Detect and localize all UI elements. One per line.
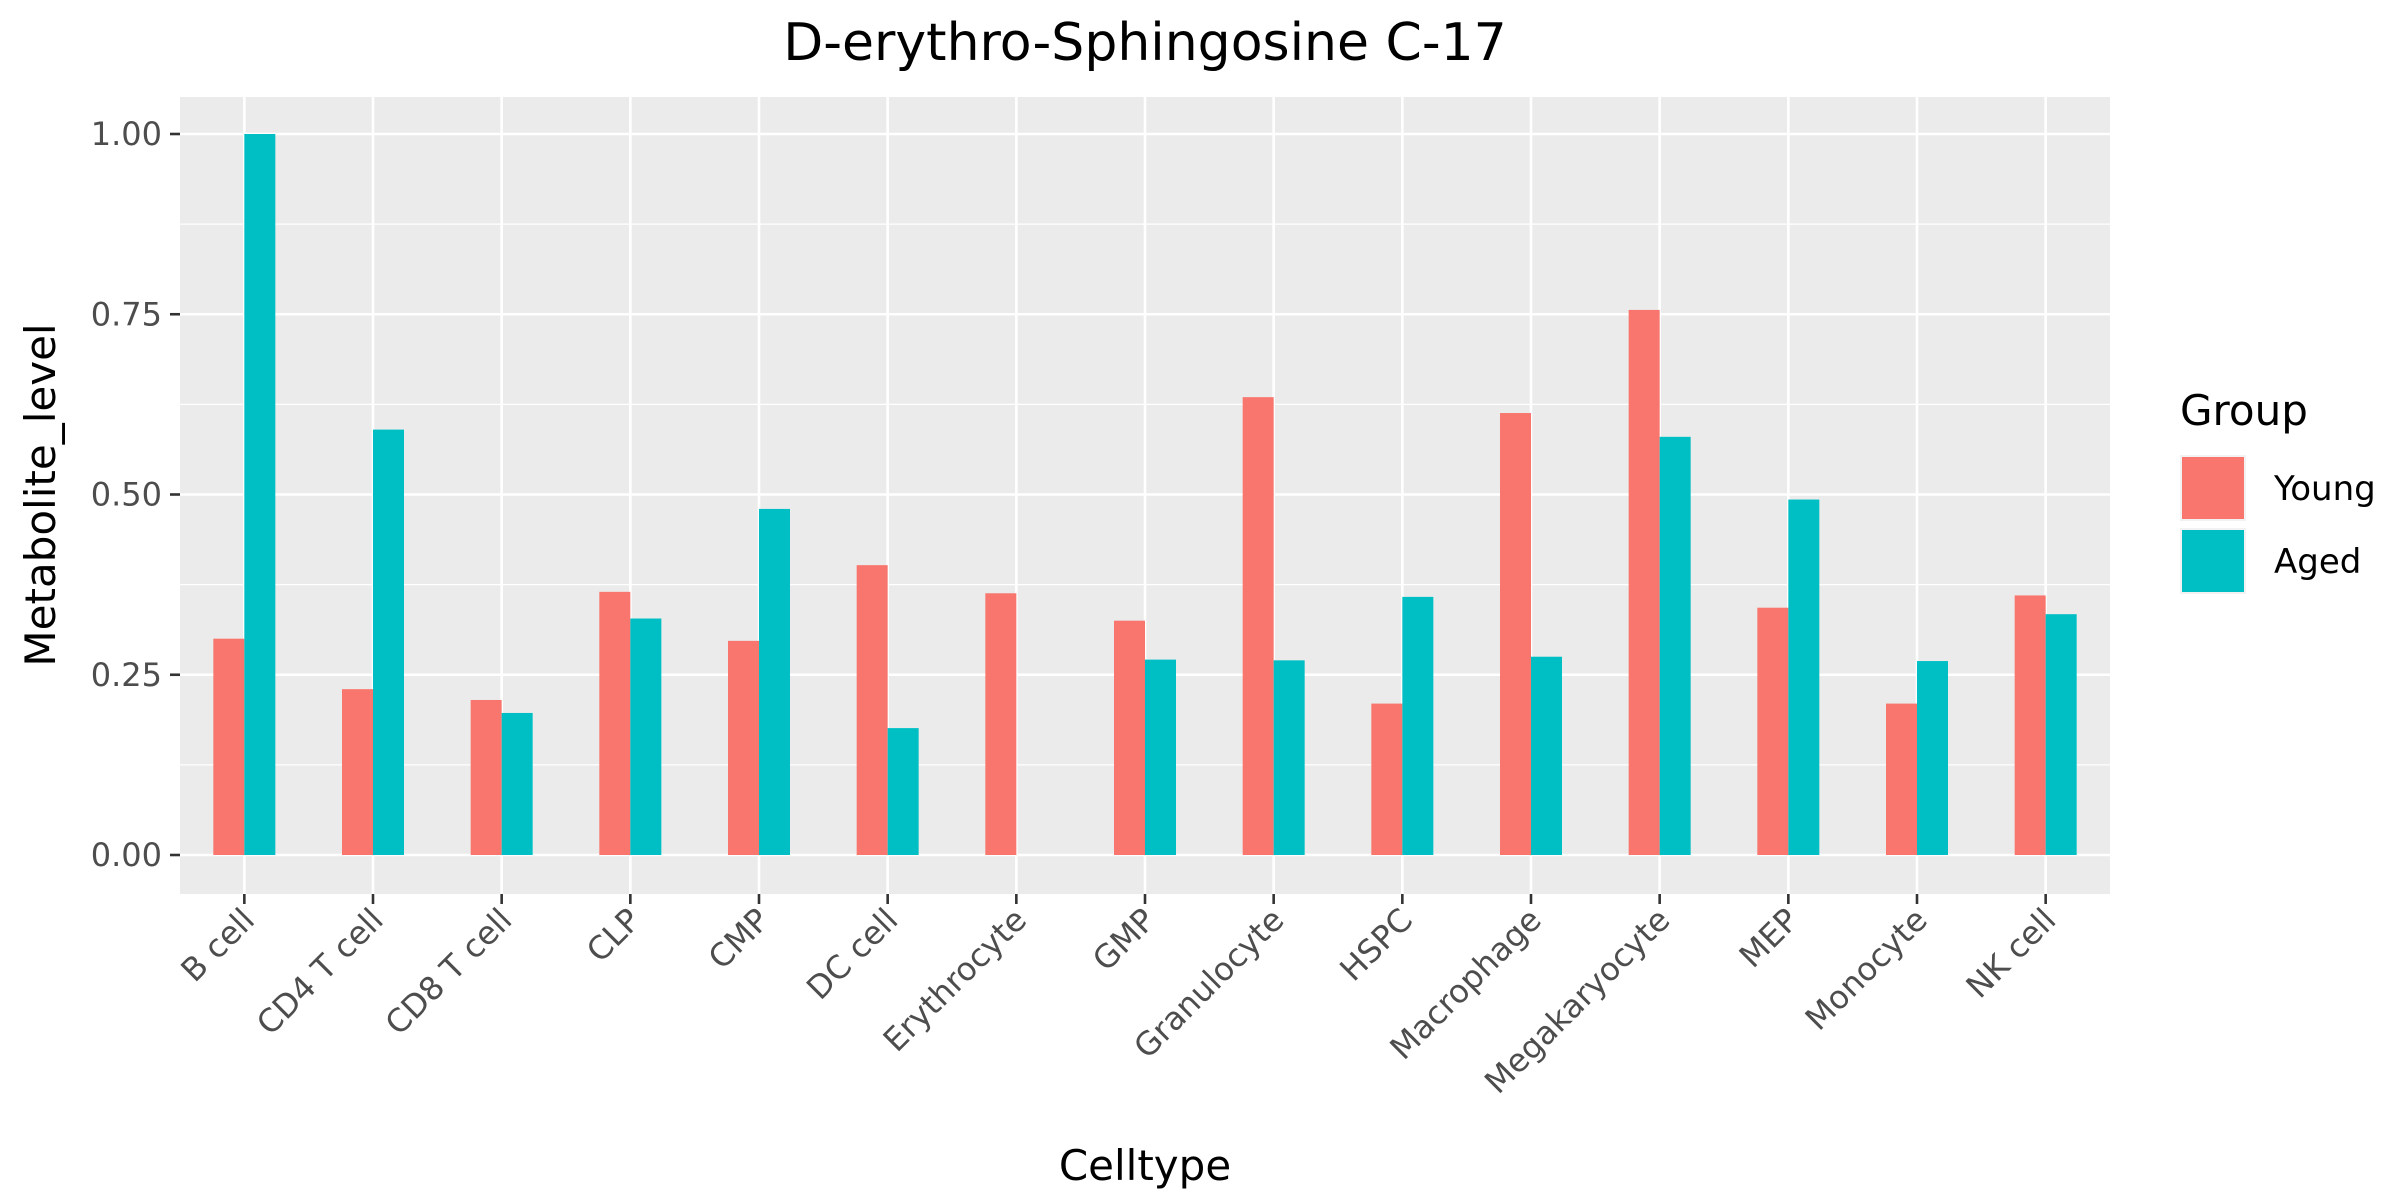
bar-young-granulocyte — [1242, 397, 1274, 855]
bar-aged-cd8-t-cell — [501, 712, 533, 855]
bar-aged-b-cell — [244, 134, 276, 855]
bar-young-monocyte — [1886, 703, 1917, 855]
bar-aged-granulocyte — [1273, 660, 1305, 855]
bar-young-cmp — [728, 640, 759, 855]
bar-young-mep — [1757, 607, 1789, 855]
bar-young-megakaryocyte — [1628, 309, 1660, 855]
y-tick-label: 0.50 — [91, 476, 162, 514]
bar-aged-nk-cell — [2045, 614, 2077, 855]
x-tick-label: Monocyte — [1798, 901, 1935, 1038]
bar-young-cd8-t-cell — [470, 699, 502, 855]
legend-label-young: Young — [2273, 469, 2376, 509]
legend-swatch-young — [2182, 457, 2244, 519]
bar-young-gmp — [1114, 620, 1145, 855]
x-axis-title: Celltype — [1059, 1141, 1231, 1190]
bar-aged-monocyte — [1917, 661, 1948, 855]
bar-aged-cd4-t-cell — [373, 429, 404, 855]
bar-young-erythrocyte — [985, 593, 1017, 855]
y-tick-label: 1.00 — [91, 115, 162, 153]
bar-young-hspc — [1371, 703, 1403, 855]
x-tick-label: CD4 T cell — [249, 901, 391, 1043]
y-tick-label: 0.75 — [91, 295, 162, 333]
bar-young-dc-cell — [856, 565, 888, 855]
bar-aged-dc-cell — [887, 728, 919, 855]
x-tick-label: NK cell — [1959, 901, 2064, 1006]
bar-young-clp — [599, 591, 631, 855]
bar-aged-cmp — [759, 508, 790, 855]
x-tick-label: CLP — [579, 901, 648, 970]
x-tick-label: HSPC — [1332, 901, 1420, 989]
legend-swatch-aged — [2182, 530, 2244, 592]
bar-aged-gmp — [1145, 659, 1176, 855]
legend-label-aged: Aged — [2274, 542, 2361, 582]
x-tick-label: CMP — [701, 901, 777, 977]
bars-layer — [213, 134, 2077, 855]
x-tick-label: CD8 T cell — [378, 901, 520, 1043]
bar-young-macrophage — [1500, 413, 1531, 855]
bar-young-b-cell — [213, 638, 245, 855]
x-tick-label: B cell — [173, 901, 262, 990]
bar-young-nk-cell — [2014, 595, 2046, 855]
y-axis-title: Metabolite_level — [16, 323, 65, 666]
chart-title: D-erythro-Sphingosine C-17 — [783, 13, 1507, 73]
legend: Group Young Aged — [2180, 386, 2376, 594]
y-tick-label: 0.25 — [91, 656, 162, 694]
x-tick-label: GMP — [1085, 901, 1163, 979]
bar-young-cd4-t-cell — [342, 689, 373, 855]
bar-aged-mep — [1788, 499, 1820, 855]
bar-aged-hspc — [1402, 596, 1434, 855]
bar-aged-macrophage — [1531, 656, 1562, 855]
bar-aged-megakaryocyte — [1659, 436, 1691, 855]
legend-title: Group — [2180, 386, 2308, 435]
x-tick-label: MEP — [1732, 901, 1806, 975]
x-tick-label: DC cell — [799, 901, 905, 1007]
bar-aged-clp — [630, 618, 662, 855]
y-tick-label: 0.00 — [91, 836, 162, 874]
